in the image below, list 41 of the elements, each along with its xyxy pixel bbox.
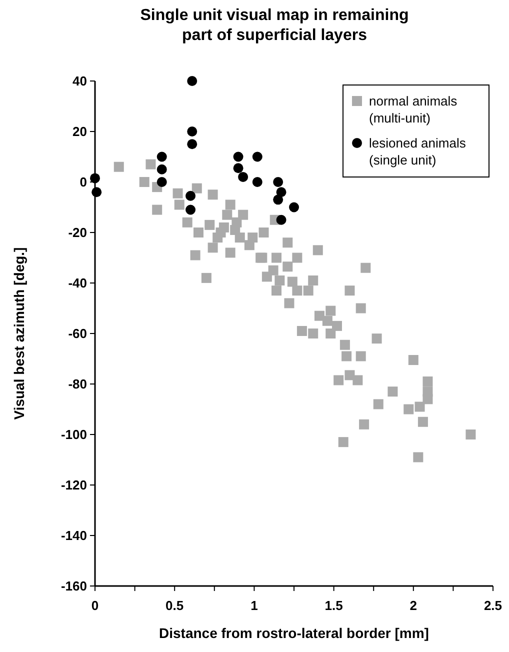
point [289,202,299,212]
x-tick-label: 0 [91,598,99,613]
x-tick-label: 2 [410,598,418,613]
point [156,152,167,162]
point [186,190,196,201]
point [92,187,102,198]
legend-label: normal animals (multi-unit) [369,94,458,126]
y-tick-label: -120 [60,478,87,493]
point [238,172,248,182]
point [187,76,198,86]
y-tick-label: 20 [72,124,87,140]
point [233,152,244,162]
y-tick-label: 40 [72,74,87,89]
point [187,126,198,136]
y-tick-label: -140 [60,528,87,544]
y-tick-label: 0 [80,174,87,190]
chart-title: Single unit visual map in remaining part of superficial layers [140,7,409,44]
point [187,139,198,150]
x-axis-title: Distance from rostro-lateral border [mm] [159,625,429,641]
point [156,177,167,187]
point [186,204,196,215]
point [273,194,284,205]
x-tick-label: 1.5 [324,598,343,613]
y-tick-label: -20 [68,225,87,240]
legend-label: lesioned animals (single unit) [369,136,466,168]
y-tick-label: -160 [60,578,87,594]
point [276,214,286,225]
y-axis-title: Visual best azimuth [deg.] [11,247,27,420]
x-tick-label: 2.5 [484,598,502,613]
y-tick-label: -80 [68,376,87,392]
x-tick-label: 0.5 [166,598,184,613]
y-tick-label: -40 [68,276,87,291]
point [90,173,100,184]
y-tick-label: -100 [60,427,87,442]
y-tick-label: -60 [68,326,87,342]
point [273,177,284,187]
point [252,152,262,162]
point [156,164,167,174]
point [252,177,262,187]
point [233,163,244,174]
x-tick-label: 1 [250,598,258,613]
